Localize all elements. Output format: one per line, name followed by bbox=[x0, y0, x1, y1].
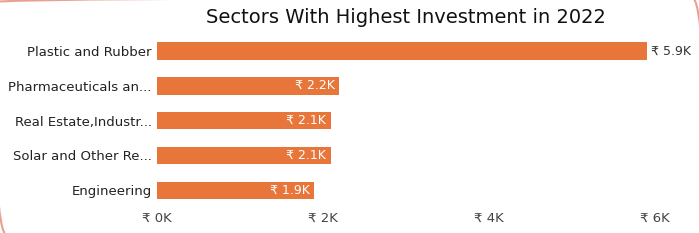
Bar bbox=[157, 77, 340, 95]
Text: ₹ 2.2K: ₹ 2.2K bbox=[294, 79, 334, 92]
Bar bbox=[157, 147, 331, 164]
Text: ₹ 5.9K: ₹ 5.9K bbox=[651, 45, 691, 58]
Text: ₹ 2.1K: ₹ 2.1K bbox=[286, 149, 326, 162]
Bar bbox=[157, 182, 315, 199]
Title: Sectors With Highest Investment in 2022: Sectors With Highest Investment in 2022 bbox=[206, 8, 606, 27]
Text: ₹ 2.1K: ₹ 2.1K bbox=[286, 114, 326, 127]
Bar bbox=[157, 112, 331, 129]
Text: ₹ 1.9K: ₹ 1.9K bbox=[270, 184, 310, 197]
Bar bbox=[157, 42, 647, 60]
